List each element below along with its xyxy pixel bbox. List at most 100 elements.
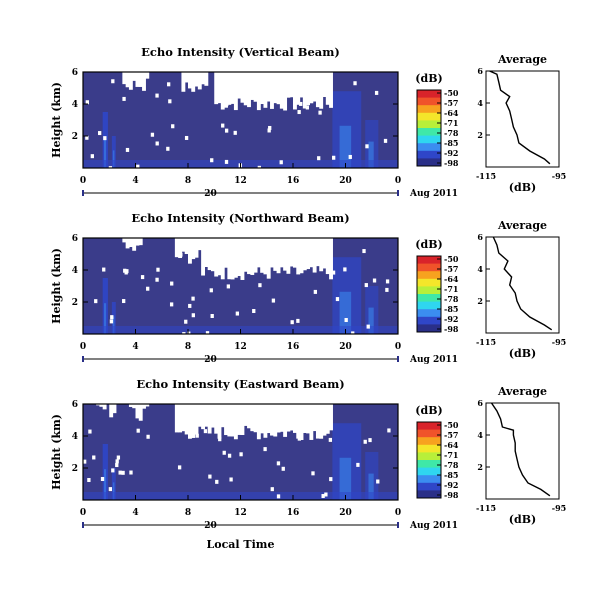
- profile-title: Average: [497, 219, 547, 232]
- data-gap: [201, 72, 206, 85]
- data-gap-speck: [140, 275, 145, 280]
- colorbar-tick-label: -92: [444, 314, 458, 324]
- data-gap: [319, 238, 324, 272]
- colorbar-segment: [417, 482, 441, 491]
- data-gap: [270, 238, 274, 268]
- data-gap: [299, 72, 304, 98]
- panel-1: Echo Intensity (Vertical Beam) 6 4 2 Height …: [50, 45, 566, 199]
- data-gap-speck: [94, 299, 98, 304]
- x-tick-label: 4: [132, 176, 138, 186]
- data-gap-speck: [324, 492, 328, 497]
- echo-core: [112, 316, 115, 334]
- x-tick-label: 20: [339, 342, 352, 352]
- echo-core: [368, 307, 374, 334]
- data-gap: [276, 238, 281, 274]
- data-gap: [191, 404, 196, 438]
- data-gap-speck: [168, 99, 172, 104]
- panel-3: Echo Intensity (Eastward Beam) 6 4 2 Height …: [50, 377, 566, 531]
- data-gap: [286, 404, 291, 432]
- data-gap-speck: [111, 468, 115, 473]
- data-gap: [243, 404, 248, 426]
- data-gap-speck: [252, 93, 256, 98]
- data-gap: [263, 404, 268, 438]
- data-gap: [138, 238, 143, 246]
- data-gap-speck: [169, 302, 174, 307]
- data-gap: [224, 238, 228, 268]
- data-gap: [194, 238, 199, 258]
- data-gap: [289, 238, 294, 267]
- data-gap: [329, 238, 333, 280]
- data-gap: [309, 404, 314, 440]
- data-gap: [191, 72, 196, 92]
- data-gap: [184, 72, 189, 83]
- data-gap: [230, 238, 235, 280]
- y-tick-label: 6: [72, 400, 78, 410]
- data-gap-speck: [115, 459, 119, 464]
- data-gap-speck: [170, 281, 174, 286]
- data-gap-speck: [167, 82, 171, 87]
- data-gap-speck: [328, 437, 333, 442]
- data-gap-speck: [166, 146, 170, 151]
- data-gap: [253, 72, 258, 102]
- data-gap: [99, 404, 104, 407]
- data-gap-speck: [122, 96, 126, 101]
- data-gap: [263, 72, 268, 108]
- colorbar-tick-label: -64: [444, 108, 459, 118]
- data-gap: [214, 404, 219, 434]
- data-gap-speck: [203, 429, 208, 434]
- data-gap: [214, 238, 219, 277]
- data-gap-speck: [203, 249, 207, 254]
- data-gap-speck: [221, 92, 225, 97]
- colorbar-unit: (dB): [415, 72, 442, 85]
- colorbar-tick-label: -92: [444, 148, 458, 158]
- data-gap-speck: [108, 487, 113, 492]
- colorbar-unit: (dB): [415, 238, 442, 251]
- data-gap: [145, 404, 150, 407]
- data-gap: [315, 404, 320, 439]
- data-gap: [178, 238, 183, 259]
- data-gap-speck: [205, 331, 210, 336]
- colorbar-segment: [417, 422, 441, 431]
- data-gap-speck: [195, 433, 199, 438]
- data-gap-speck: [335, 297, 340, 302]
- data-gap: [217, 72, 222, 104]
- data-gap-speck: [356, 462, 360, 467]
- colorbar-segment: [417, 120, 441, 129]
- y-tick-label: 2: [72, 132, 78, 142]
- data-gap-speck: [109, 319, 114, 324]
- data-gap: [217, 238, 222, 276]
- colorbar-segment: [417, 444, 441, 453]
- data-gap: [210, 238, 215, 272]
- data-gap: [270, 72, 274, 109]
- data-gap-speck: [224, 128, 229, 133]
- data-gap: [217, 404, 222, 439]
- colorbar-segment: [417, 490, 441, 499]
- data-gap-speck: [317, 156, 321, 161]
- data-gap-speck: [155, 141, 159, 146]
- data-gap-speck: [353, 81, 357, 86]
- echo-core: [104, 137, 107, 168]
- data-gap-speck: [121, 470, 125, 475]
- data-gap: [312, 238, 317, 273]
- data-gap-speck: [385, 279, 390, 284]
- y-tick-label: 4: [72, 100, 78, 110]
- y-tick-label: 4: [72, 266, 78, 276]
- echo-core: [339, 291, 352, 334]
- data-gap: [122, 72, 127, 85]
- colorbar-segment: [417, 452, 441, 461]
- data-gap-speck: [268, 125, 272, 130]
- profile-x-tick-label: -95: [552, 171, 566, 181]
- data-gap: [204, 72, 209, 86]
- data-gap: [283, 238, 288, 271]
- data-gap: [240, 238, 245, 280]
- data-gap-speck: [363, 439, 367, 444]
- profile-x-tick-label: -115: [476, 337, 496, 347]
- colorbar-segment: [417, 271, 441, 280]
- data-gap: [289, 72, 294, 98]
- y-axis-label: Height (km): [50, 248, 63, 324]
- x-tick-label: 12: [234, 176, 247, 186]
- data-gap: [283, 72, 288, 111]
- profile-title: Average: [497, 53, 547, 66]
- data-gap-speck: [92, 455, 96, 460]
- data-gap-speck: [249, 415, 253, 420]
